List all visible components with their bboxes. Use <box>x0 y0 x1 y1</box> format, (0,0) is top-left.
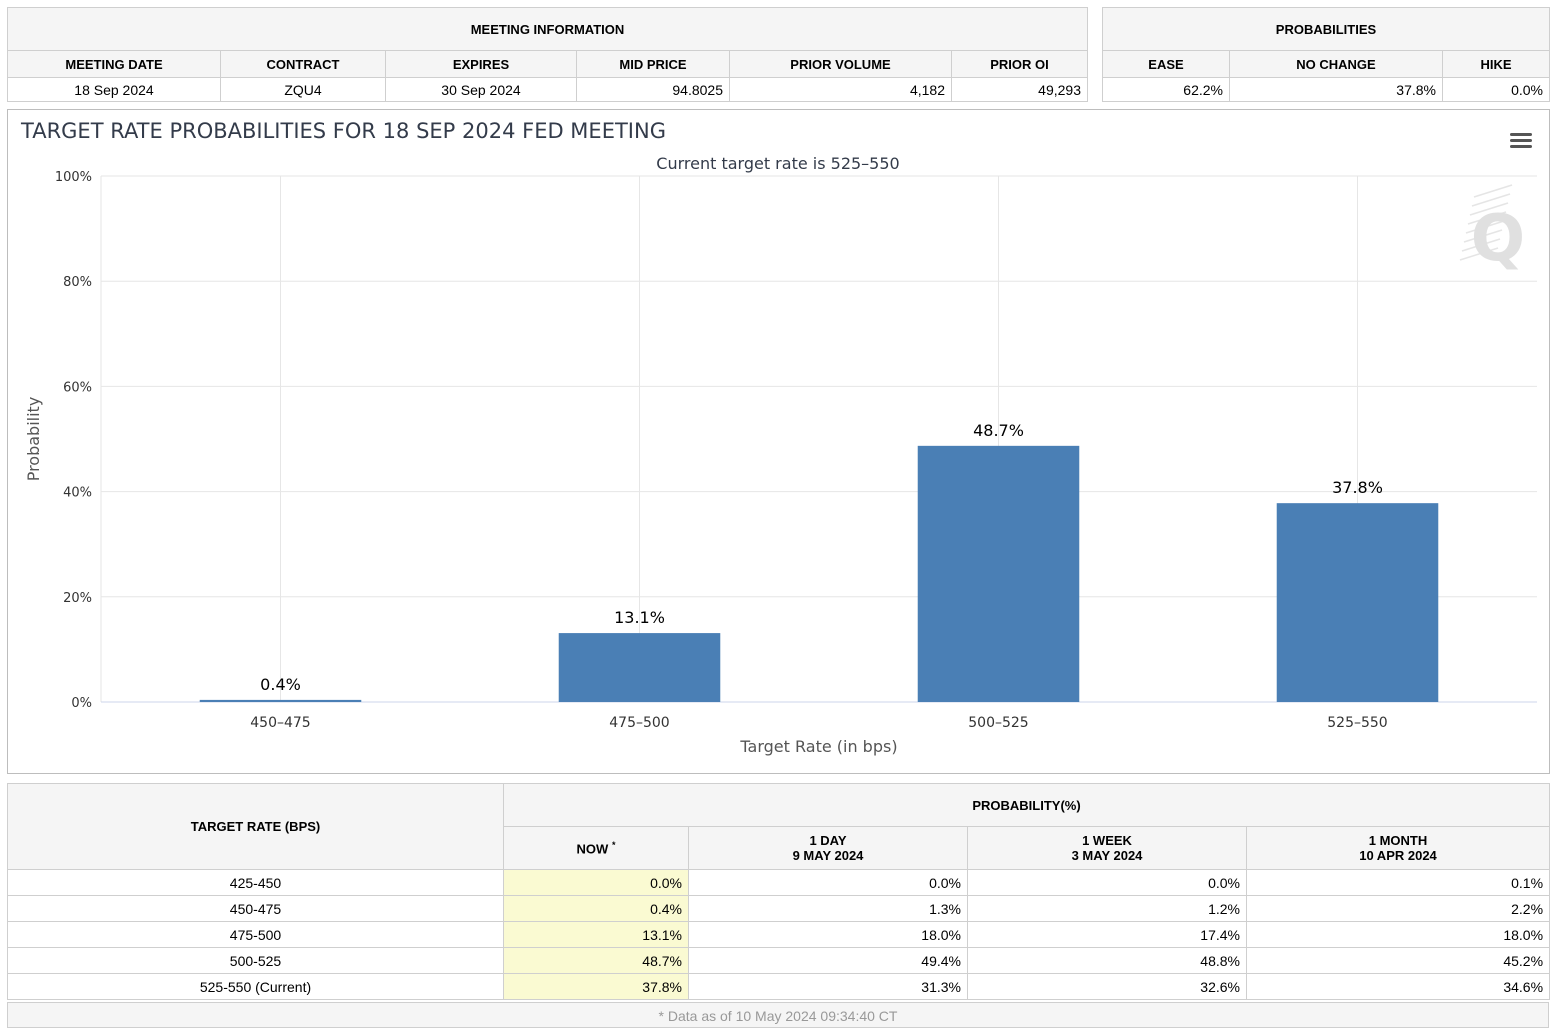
meeting-date-header: MEETING DATE <box>7 50 221 78</box>
contract-header: CONTRACT <box>220 50 386 78</box>
x-tick-label: 475–500 <box>609 715 669 731</box>
target-rate-cell: 525-550 (Current) <box>7 973 504 1000</box>
data-timestamp-footnote: * Data as of 10 May 2024 09:34:40 CT <box>7 1002 1549 1028</box>
q-logo-icon: Q <box>1459 184 1525 276</box>
meeting-info-panel: MEETING INFORMATION MEETING DATE CONTRAC… <box>7 7 1088 102</box>
x-tick-label: 500–525 <box>968 715 1028 731</box>
x-axis-title: Target Rate (in bps) <box>739 737 897 756</box>
one-week-header: 1 WEEK 3 MAY 2024 <box>967 826 1247 870</box>
one-day-cell: 18.0% <box>688 921 968 948</box>
y-tick-label: 40% <box>63 486 92 501</box>
target-rate-cell: 500-525 <box>7 947 504 974</box>
probability-history-table: TARGET RATE (BPS) PROBABILITY(%) NOW * 1… <box>7 783 1551 1000</box>
one-day-header: 1 DAY 9 MAY 2024 <box>688 826 968 870</box>
y-tick-label: 100% <box>55 170 92 185</box>
target-rate-cell: 425-450 <box>7 869 504 896</box>
hamburger-menu-icon[interactable] <box>1510 133 1532 149</box>
contract-value: ZQU4 <box>220 77 386 102</box>
y-tick-label: 80% <box>63 275 92 290</box>
mid-price-value: 94.8025 <box>576 77 730 102</box>
bar-chart: TARGET RATE PROBABILITIES FOR 18 SEP 202… <box>20 119 1537 756</box>
target-rate-cell: 475-500 <box>7 921 504 948</box>
expires-value: 30 Sep 2024 <box>385 77 577 102</box>
table-row: 525-550 (Current) 37.8% 31.3% 32.6% 34.6% <box>7 973 1551 1000</box>
hike-header: HIKE <box>1441 50 1551 78</box>
ease-header: EASE <box>1102 50 1230 78</box>
meeting-info-table: MEETING INFORMATION MEETING DATE CONTRAC… <box>7 7 1088 102</box>
no-change-header: NO CHANGE <box>1229 50 1443 78</box>
bar <box>917 445 1080 702</box>
x-tick-label: 450–475 <box>250 715 310 731</box>
chart-subtitle: Current target rate is 525–550 <box>656 154 899 173</box>
svg-text:Q: Q <box>1471 202 1525 276</box>
one-week-cell: 32.6% <box>967 973 1247 1000</box>
one-month-cell: 18.0% <box>1245 921 1551 948</box>
one-month-cell: 34.6% <box>1245 973 1551 1000</box>
one-day-cell: 49.4% <box>688 947 968 974</box>
meeting-date-value: 18 Sep 2024 <box>7 77 221 102</box>
y-tick-label: 20% <box>63 591 92 606</box>
one-week-cell: 17.4% <box>967 921 1247 948</box>
bar <box>1276 503 1439 702</box>
probabilities-panel: PROBABILITIES EASE NO CHANGE HIKE 62.2% … <box>1101 7 1551 102</box>
table-row: 425-450 0.0% 0.0% 0.0% 0.1% <box>7 869 1551 896</box>
probabilities-title: PROBABILITIES <box>1101 7 1551 51</box>
one-month-header: 1 MONTH 10 APR 2024 <box>1245 826 1551 870</box>
bar <box>199 699 362 702</box>
one-day-cell: 31.3% <box>688 973 968 1000</box>
table-row: 500-525 48.7% 49.4% 48.8% 45.2% <box>7 947 1551 974</box>
now-header: NOW * <box>503 826 689 870</box>
bar-data-label: 0.4% <box>260 675 301 694</box>
prior-oi-value: 49,293 <box>951 77 1088 102</box>
one-week-cell: 0.0% <box>967 869 1247 896</box>
probability-header: PROBABILITY(%) <box>502 783 1551 827</box>
one-day-cell: 0.0% <box>688 869 968 896</box>
probabilities-table: PROBABILITIES EASE NO CHANGE HIKE 62.2% … <box>1101 7 1551 102</box>
bar-data-label: 13.1% <box>614 608 665 627</box>
bar <box>558 633 721 702</box>
table-row: 450-475 0.4% 1.3% 1.2% 2.2% <box>7 895 1551 922</box>
now-cell: 48.7% <box>503 947 689 974</box>
one-week-cell: 1.2% <box>967 895 1247 922</box>
one-month-cell: 2.2% <box>1245 895 1551 922</box>
bar-data-label: 48.7% <box>973 421 1024 440</box>
chart-panel: TARGET RATE PROBABILITIES FOR 18 SEP 202… <box>7 109 1550 774</box>
y-tick-label: 0% <box>71 696 92 711</box>
target-rate-cell: 450-475 <box>7 895 504 922</box>
one-month-cell: 45.2% <box>1245 947 1551 974</box>
target-rate-header: TARGET RATE (BPS) <box>7 783 504 870</box>
prior-volume-header: PRIOR VOLUME <box>729 50 952 78</box>
prior-volume-value: 4,182 <box>729 77 952 102</box>
expires-header: EXPIRES <box>385 50 577 78</box>
one-day-cell: 1.3% <box>688 895 968 922</box>
chart-title: TARGET RATE PROBABILITIES FOR 18 SEP 202… <box>20 119 666 143</box>
one-week-cell: 48.8% <box>967 947 1247 974</box>
no-change-value: 37.8% <box>1229 77 1443 102</box>
ease-value: 62.2% <box>1102 77 1230 102</box>
now-cell: 0.0% <box>503 869 689 896</box>
bar-data-label: 37.8% <box>1332 478 1383 497</box>
hike-value: 0.0% <box>1441 77 1551 102</box>
now-cell: 37.8% <box>503 973 689 1000</box>
mid-price-header: MID PRICE <box>576 50 730 78</box>
probability-history-panel: TARGET RATE (BPS) PROBABILITY(%) NOW * 1… <box>7 783 1551 1000</box>
prior-oi-header: PRIOR OI <box>951 50 1088 78</box>
now-cell: 0.4% <box>503 895 689 922</box>
one-month-cell: 0.1% <box>1245 869 1551 896</box>
now-cell: 13.1% <box>503 921 689 948</box>
y-axis-title: Probability <box>24 397 43 482</box>
meeting-info-title: MEETING INFORMATION <box>7 7 1088 51</box>
table-row: 475-500 13.1% 18.0% 17.4% 18.0% <box>7 921 1551 948</box>
x-tick-label: 525–550 <box>1327 715 1387 731</box>
y-tick-label: 60% <box>63 380 92 395</box>
